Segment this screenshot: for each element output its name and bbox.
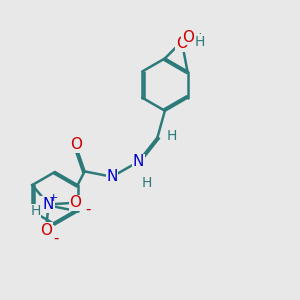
Text: N: N (106, 169, 118, 184)
Text: +: + (49, 194, 58, 203)
Text: H: H (195, 35, 205, 49)
Text: H: H (167, 129, 178, 143)
Text: H: H (142, 176, 152, 190)
Text: O: O (40, 223, 52, 238)
Text: O: O (182, 30, 194, 45)
Text: H: H (30, 204, 40, 218)
Text: O: O (176, 36, 188, 51)
Text: O: O (69, 195, 81, 210)
Text: O: O (70, 137, 82, 152)
Text: H: H (192, 32, 202, 46)
Text: N: N (43, 197, 54, 212)
Text: N: N (132, 154, 144, 169)
Text: O: O (41, 197, 53, 212)
Text: -: - (53, 230, 58, 245)
Text: -: - (85, 201, 91, 216)
